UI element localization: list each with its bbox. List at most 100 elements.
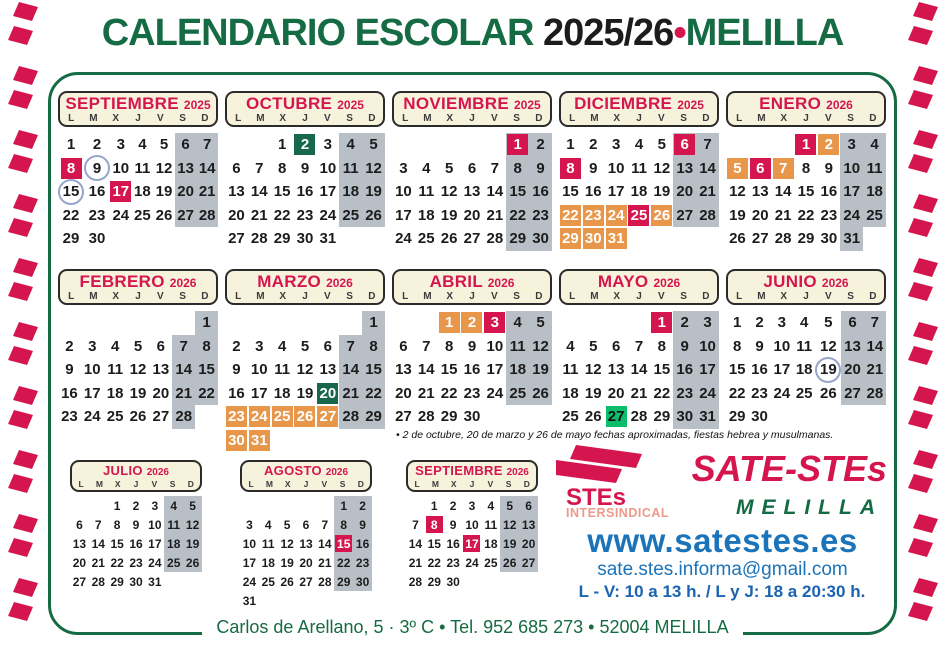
day-cell: 14 xyxy=(248,180,271,204)
day-number: 15 xyxy=(728,361,746,379)
day-number: 23 xyxy=(582,204,604,226)
day-cell xyxy=(248,133,271,157)
day-cell: 20 xyxy=(841,358,864,382)
day-number: 14 xyxy=(91,536,105,551)
day-cell: 30 xyxy=(748,405,770,429)
day-cell: 16 xyxy=(294,180,317,204)
day-cell: 11 xyxy=(271,358,294,382)
day-number: 29 xyxy=(728,408,746,426)
day-number: 12 xyxy=(365,159,382,177)
day-cell: 1 xyxy=(425,496,444,515)
day-number: 21 xyxy=(866,361,884,379)
day-number: 24 xyxy=(112,206,130,224)
day-cell: 26 xyxy=(815,382,841,406)
day-cell: 28 xyxy=(315,572,334,591)
day-cell: 18 xyxy=(863,180,886,204)
day-cell xyxy=(481,572,500,591)
day-number: 5 xyxy=(536,314,545,332)
day-number: 16 xyxy=(751,361,768,379)
day-cell: 6 xyxy=(749,157,772,181)
day-number: 3 xyxy=(847,136,856,154)
weekday-letter: L xyxy=(569,113,576,124)
day-cell: 2 xyxy=(84,133,110,157)
day-cell: 27 xyxy=(519,553,538,572)
day-number: 12 xyxy=(653,159,671,177)
month-header: NOVIEMBRE 2025 L M X J V S D xyxy=(392,91,552,127)
day-cell: 28 xyxy=(863,381,886,405)
weekday-letter: J xyxy=(469,479,475,489)
day-cell: 13 xyxy=(149,358,172,382)
day-number: 20 xyxy=(177,183,194,201)
day-cell: 10 xyxy=(771,335,793,359)
day-cell: 19 xyxy=(127,382,150,406)
day-cell: 25 xyxy=(271,405,294,429)
day-cell: 29 xyxy=(58,227,84,251)
day-cell xyxy=(392,133,415,157)
day-cell: 24 xyxy=(696,381,719,405)
day-cell: 27 xyxy=(297,572,316,591)
day-cell xyxy=(104,311,127,335)
day-cell: 24 xyxy=(248,405,271,429)
day-cell: 16 xyxy=(58,382,81,406)
weekday-letter: L xyxy=(68,113,75,124)
day-number: 14 xyxy=(250,183,268,201)
website-link[interactable]: www.satestes.es xyxy=(587,522,858,559)
day-cell: 24 xyxy=(240,572,259,591)
day-cell: 29 xyxy=(726,405,748,429)
day-cell: 8 xyxy=(334,515,354,534)
weekday-letter: X xyxy=(112,291,120,302)
day-cell: 15 xyxy=(362,358,385,382)
day-number: 21 xyxy=(774,206,792,224)
weekday-letter: V xyxy=(824,291,832,302)
email-link[interactable]: sate.stes.informa@gmail.com xyxy=(597,559,848,580)
weekday-letter: D xyxy=(702,291,710,302)
day-number: 30 xyxy=(751,408,768,426)
day-cell xyxy=(559,311,582,335)
day-number: 6 xyxy=(399,337,408,355)
day-cell: 26 xyxy=(153,204,175,228)
day-cell: 26 xyxy=(183,553,202,572)
day-number: 14 xyxy=(699,159,716,177)
day-cell: 30 xyxy=(294,227,317,251)
day-number: 24 xyxy=(843,206,861,224)
day-cell: 3 xyxy=(392,157,415,181)
day-number: 15 xyxy=(440,361,458,379)
weekday-letter: M xyxy=(256,291,265,302)
month-year: 2026 xyxy=(826,98,853,112)
weekday-letter: X xyxy=(279,113,287,124)
weekday-letter: M xyxy=(89,291,98,302)
intersindical-label: INTERSINDICAL xyxy=(566,506,670,520)
month-year: 2026 xyxy=(146,467,169,478)
day-number: 25 xyxy=(167,555,181,570)
weekday-letter: M xyxy=(423,291,432,302)
day-number: 20 xyxy=(844,361,861,379)
day-cell xyxy=(696,227,719,251)
day-number: 9 xyxy=(755,337,764,355)
day-cell xyxy=(793,405,815,429)
day-cell: 29 xyxy=(650,405,673,429)
day-number: 12 xyxy=(440,183,458,201)
weekday-letter: M xyxy=(89,113,98,124)
day-number: 12 xyxy=(155,159,173,177)
day-number: 8 xyxy=(732,337,742,355)
day-number: 26 xyxy=(280,574,294,589)
day-cell xyxy=(841,405,863,429)
day-cell xyxy=(297,496,316,515)
day-number: 3 xyxy=(468,498,476,513)
month-name: AGOSTO xyxy=(263,463,326,478)
weekday-letter: X xyxy=(114,479,121,489)
day-cell xyxy=(225,311,248,335)
weekday-letter: J xyxy=(469,113,475,124)
day-number: 24 xyxy=(699,384,716,402)
day-cell xyxy=(294,311,317,335)
weekday-letter: V xyxy=(323,113,331,124)
day-number: 20 xyxy=(152,384,170,402)
day-cell: 6 xyxy=(316,335,339,359)
day-number: 8 xyxy=(559,157,581,179)
day-number: 11 xyxy=(418,183,435,201)
day-number: 25 xyxy=(271,406,293,428)
day-number: 25 xyxy=(509,384,527,402)
weekday-letter: V xyxy=(487,479,494,489)
